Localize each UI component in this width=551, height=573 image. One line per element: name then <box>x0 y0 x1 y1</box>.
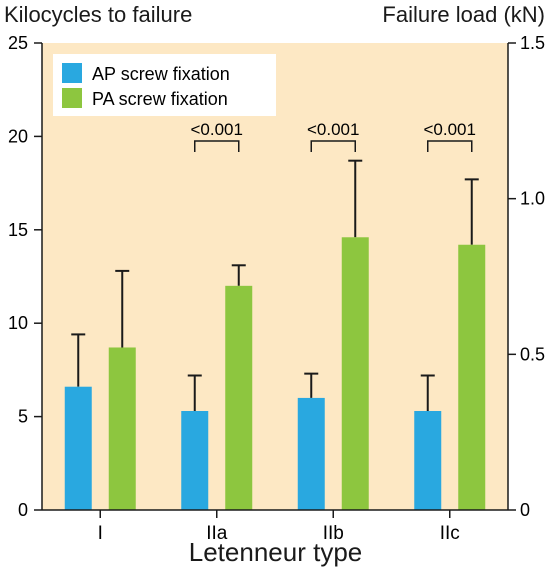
significance-bracket <box>427 140 473 152</box>
significance-label: <0.001 <box>191 120 243 139</box>
y-tick-label-left: 15 <box>8 220 28 240</box>
y-axis-title-left: Kilocycles to failure <box>4 2 193 27</box>
y-tick-label-left: 10 <box>8 313 28 333</box>
bar <box>458 244 486 510</box>
bar <box>297 397 325 510</box>
y-tick-label-right: 1.0 <box>520 189 545 209</box>
x-tick-label: I <box>98 523 103 544</box>
bar <box>341 237 369 510</box>
y-tick-label-left: 5 <box>18 407 28 427</box>
significance-label: <0.001 <box>424 120 476 139</box>
y-axis-title-right: Failure load (kN) <box>382 2 545 27</box>
legend-box <box>53 54 276 116</box>
legend-swatch <box>62 88 82 108</box>
bar <box>64 386 92 510</box>
y-tick-label-left: 0 <box>18 500 28 520</box>
bar <box>181 410 209 510</box>
significance-bracket <box>310 140 356 152</box>
bar <box>108 347 136 510</box>
bar <box>414 410 442 510</box>
y-tick-label-right: 1.5 <box>520 33 545 53</box>
x-tick-label: IIc <box>440 523 460 544</box>
y-tick-label-right: 0.5 <box>520 344 545 364</box>
x-axis-title: Letenneur type <box>188 537 363 567</box>
legend-label: AP screw fixation <box>92 64 230 84</box>
x-tick-label: IIb <box>323 523 344 544</box>
y-tick-label-left: 25 <box>8 33 28 53</box>
bar <box>225 285 253 510</box>
significance-label: <0.001 <box>307 120 359 139</box>
legend-label: PA screw fixation <box>92 89 228 109</box>
y-tick-label-right: 0 <box>520 500 530 520</box>
y-tick-label-left: 20 <box>8 126 28 146</box>
x-tick-label: IIa <box>206 523 228 544</box>
legend-swatch <box>62 63 82 83</box>
significance-bracket <box>194 140 240 152</box>
